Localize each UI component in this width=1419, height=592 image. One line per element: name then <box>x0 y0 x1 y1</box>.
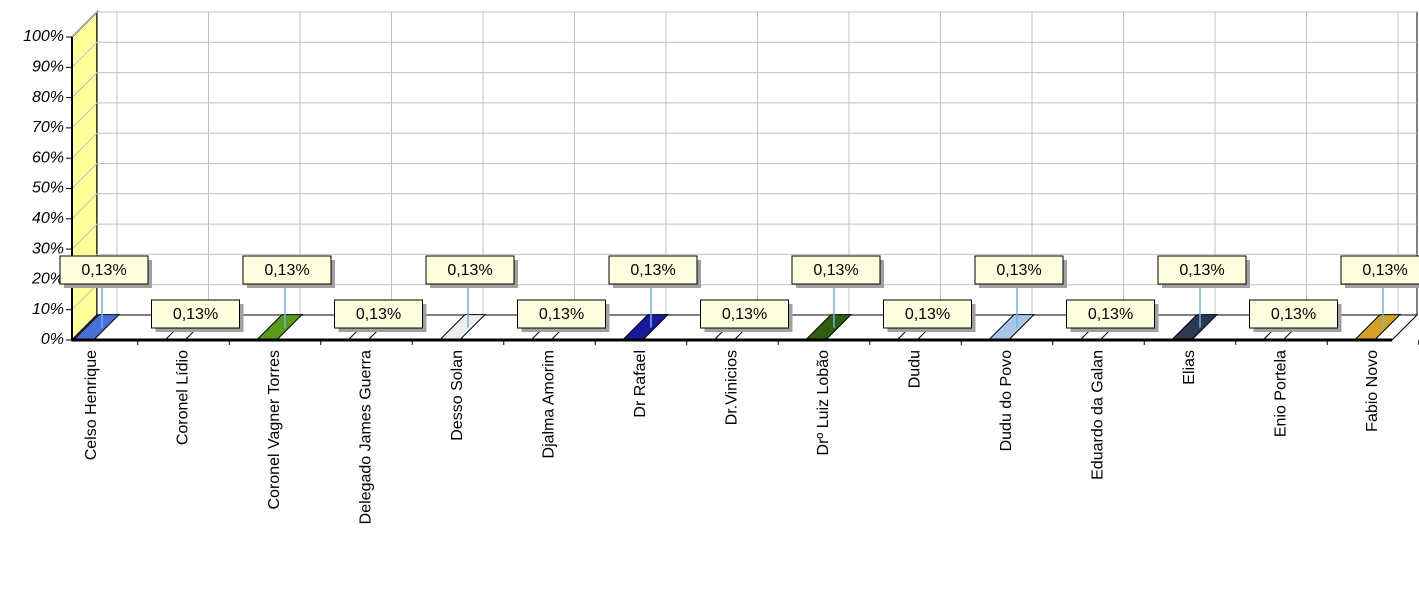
grid-line <box>71 72 1417 98</box>
value-label: 0,13% <box>813 262 858 279</box>
x-tick-label: Delegado James Guerra <box>358 350 375 524</box>
grid-line <box>71 223 1417 250</box>
value-label: 0,13% <box>905 306 950 323</box>
x-tick-label: Fabio Novo <box>1364 350 1381 432</box>
value-label: 0,13% <box>356 306 401 323</box>
label-box <box>1066 299 1155 329</box>
value-label: 0,13% <box>1271 306 1316 323</box>
value-label: 0,13% <box>1179 262 1224 279</box>
y-tick-label: 60% <box>32 149 64 166</box>
label-box <box>151 299 240 329</box>
y-tick-label: 90% <box>32 59 64 76</box>
value-label: 0,13% <box>81 262 126 279</box>
value-label: 0,13% <box>630 262 675 279</box>
x-tick-label: Coronel Vagner Torres <box>266 350 283 510</box>
label-box <box>425 255 515 285</box>
x-tick-label: Djalma Amorim <box>541 350 558 458</box>
label-box <box>1340 255 1419 285</box>
x-tick-label: Dr.Vinicios <box>724 350 741 425</box>
y-tick-label: 40% <box>32 210 64 227</box>
grid-line <box>71 132 1417 159</box>
y-tick-label: 70% <box>32 119 64 136</box>
x-tick-label: Elias <box>1181 350 1198 385</box>
y-tick-label: 0% <box>41 331 64 348</box>
value-label: 0,13% <box>264 262 309 279</box>
y-tick-label: 80% <box>32 89 64 106</box>
y-tick-label: 50% <box>32 180 64 197</box>
grid-line <box>71 41 1417 68</box>
value-label: 0,13% <box>722 306 767 323</box>
grid-line <box>71 102 1417 129</box>
y-tick-label: 30% <box>32 240 64 257</box>
label-box <box>517 299 606 329</box>
value-label: 0,13% <box>539 306 584 323</box>
value-label: 0,13% <box>1088 306 1133 323</box>
value-label: 0,13% <box>1362 262 1407 279</box>
y-tick-label: 100% <box>23 28 64 45</box>
label-box <box>608 255 698 285</box>
label-box <box>791 255 881 285</box>
x-tick-label: Dr Rafael <box>632 350 649 418</box>
label-box <box>334 299 423 329</box>
grid-line <box>71 11 1417 38</box>
label-box <box>700 299 789 329</box>
grid-line <box>71 193 1417 220</box>
x-tick-label: Dudu <box>907 350 924 388</box>
grid-line <box>71 163 1417 189</box>
x-tick-label: Dudu do Povo <box>998 350 1015 452</box>
value-label: 0,13% <box>996 262 1041 279</box>
label-box <box>1157 255 1247 285</box>
value-label: 0,13% <box>173 306 218 323</box>
y-tick-label: 20% <box>31 271 64 288</box>
x-tick-label: Desso Solan <box>449 350 466 441</box>
label-box <box>59 255 149 285</box>
x-tick-label: Eduardo da Galan <box>1090 350 1107 480</box>
label-box <box>1249 299 1338 329</box>
x-tick-label: Celso Henrique <box>83 350 100 460</box>
x-tick-label: Coronel Lídio <box>175 350 192 445</box>
label-box <box>974 255 1064 285</box>
y-tick-label: 10% <box>32 301 64 318</box>
label-box <box>242 255 332 285</box>
x-tick-label: Enio Portela <box>1273 350 1290 437</box>
x-tick-label: Drº Luiz Lobão <box>815 350 832 456</box>
label-box <box>883 299 972 329</box>
value-label: 0,13% <box>447 262 492 279</box>
